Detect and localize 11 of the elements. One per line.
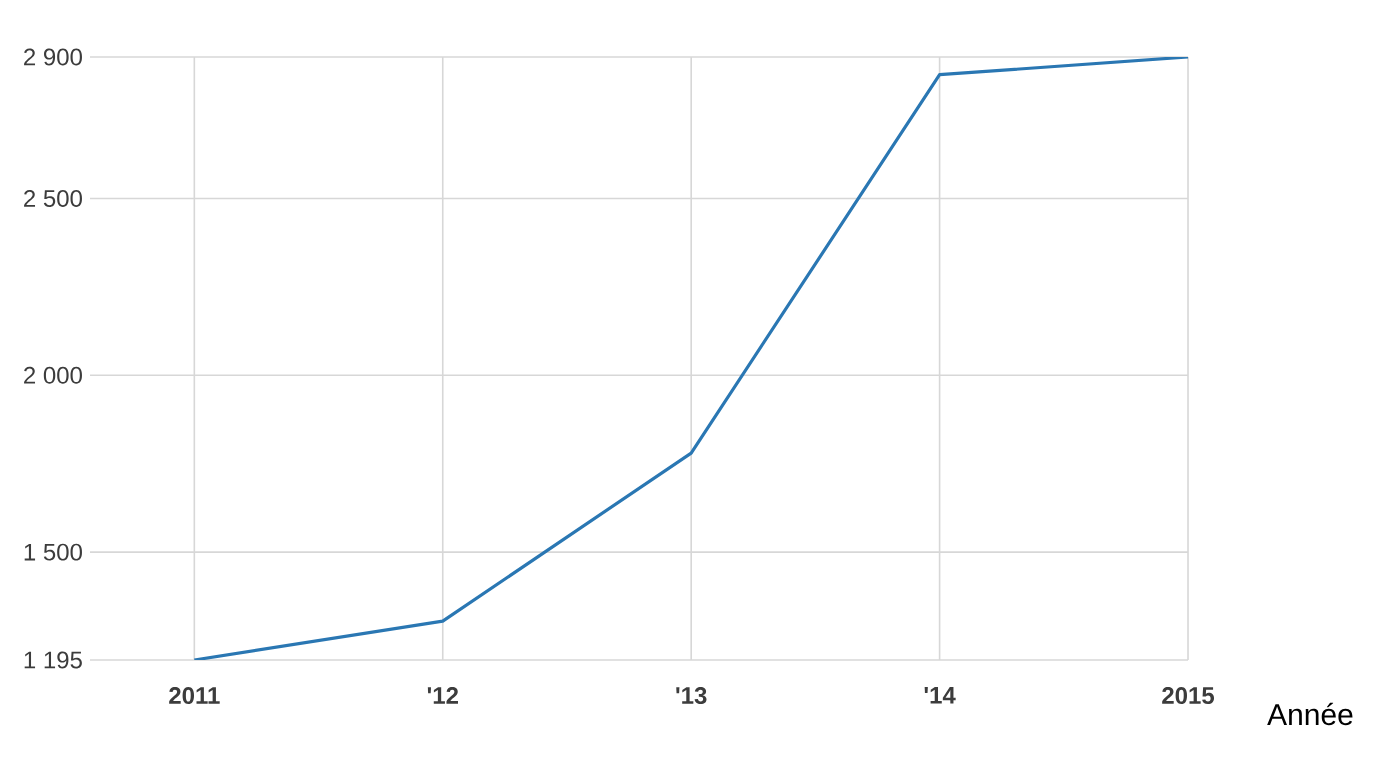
x-tick-label: '12 bbox=[427, 687, 458, 704]
x-tick-label: 2011 bbox=[169, 687, 220, 705]
y-tick-label: 2 500 bbox=[24, 189, 82, 207]
y-tick-label: 1 500 bbox=[24, 543, 82, 561]
x-axis-title: Année bbox=[1267, 702, 1353, 726]
y-tick-label: 2 900 bbox=[24, 48, 82, 66]
x-tick-label: '14 bbox=[924, 687, 956, 704]
x-tick-label: 2015 bbox=[1162, 687, 1215, 705]
y-tick-label: 2 000 bbox=[24, 366, 82, 384]
x-tick-label: '13 bbox=[676, 687, 707, 705]
y-tick-label: 1 195 bbox=[24, 651, 82, 669]
